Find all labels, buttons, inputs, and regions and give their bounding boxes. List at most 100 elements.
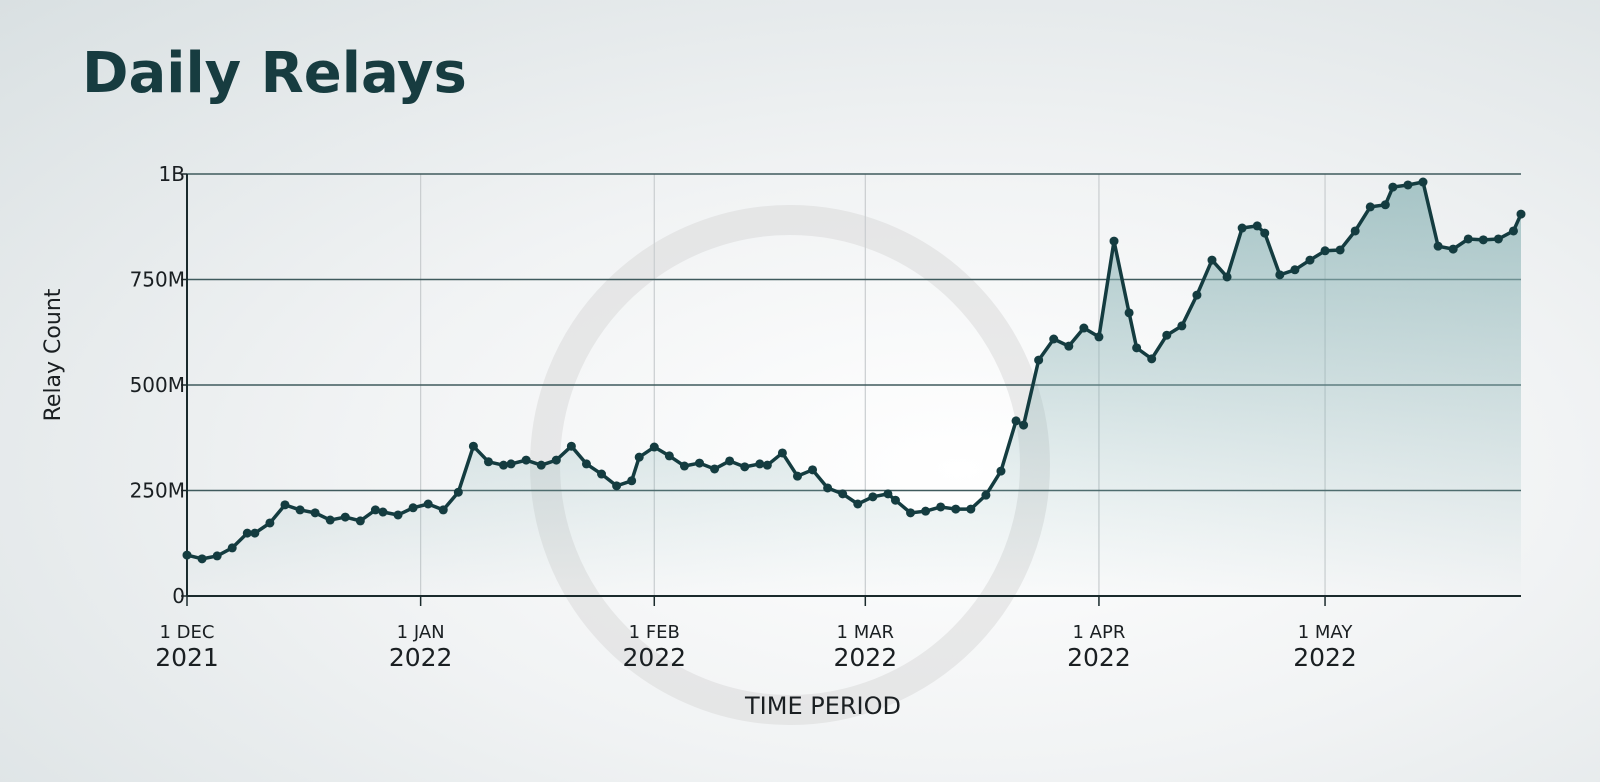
x-tick-label: 1 JAN 2022 [389, 622, 453, 672]
point [340, 512, 350, 522]
chart-title: Daily Relays [82, 41, 467, 106]
x-tick-label: 1 APR 2022 [1067, 622, 1131, 672]
point [1109, 236, 1119, 246]
y-tick-label: 1B [159, 162, 185, 186]
point [1064, 341, 1074, 351]
point [423, 499, 433, 509]
point [551, 455, 561, 465]
point [1290, 265, 1300, 275]
y-tick-label: 500M [130, 373, 185, 397]
point [1433, 241, 1443, 251]
x-tick-label: 1 MAR 2022 [833, 622, 897, 672]
point [1011, 416, 1021, 426]
point [1260, 228, 1270, 238]
x-tick-label: 1 MAY 2022 [1293, 622, 1357, 672]
x-tick-label: 1 FEB 2022 [622, 622, 686, 672]
point [1132, 343, 1142, 353]
point [521, 455, 531, 465]
point [649, 442, 659, 452]
point [1350, 226, 1360, 236]
point [468, 441, 478, 451]
point [408, 503, 418, 513]
y-tick-label: 250M [130, 479, 185, 503]
point [868, 492, 878, 502]
point [1034, 355, 1044, 365]
point [310, 508, 320, 518]
point [1403, 180, 1413, 190]
point [280, 500, 290, 510]
point [1162, 330, 1172, 340]
x-tick-label: 1 DEC 2021 [155, 622, 219, 672]
point [906, 508, 916, 518]
point [1252, 221, 1262, 231]
point [1019, 420, 1029, 430]
point [777, 448, 787, 458]
point [250, 528, 260, 538]
point [1222, 272, 1232, 282]
point [710, 464, 720, 474]
point [792, 471, 802, 481]
point [740, 462, 750, 472]
point [325, 515, 335, 525]
point [438, 505, 448, 515]
point [627, 476, 637, 486]
point [227, 543, 237, 553]
point [566, 441, 576, 451]
point [536, 460, 546, 470]
point [1147, 354, 1157, 364]
point [1380, 200, 1390, 210]
y-tick-label: 750M [130, 268, 185, 292]
point [295, 505, 305, 515]
point [679, 461, 689, 471]
point [378, 507, 388, 517]
point [453, 487, 463, 497]
point [1365, 202, 1375, 212]
point [921, 506, 931, 516]
point [1418, 177, 1428, 187]
point [1207, 255, 1217, 265]
point [1463, 234, 1473, 244]
point [1493, 234, 1503, 244]
point [197, 554, 207, 564]
point [808, 465, 818, 475]
point [664, 451, 674, 461]
point [1516, 209, 1526, 219]
point [966, 504, 976, 514]
point [1177, 321, 1187, 331]
point [581, 459, 591, 469]
x-axis-label: TIME PERIOD [744, 692, 901, 720]
point [981, 490, 991, 500]
point [355, 516, 365, 526]
point [634, 452, 644, 462]
point [212, 551, 222, 561]
point [1478, 235, 1488, 245]
point [951, 504, 961, 514]
point [936, 502, 946, 512]
point [1305, 255, 1315, 265]
point [612, 481, 622, 491]
y-axis-label: Relay Count [41, 288, 66, 421]
y-tick-label: 0 [172, 584, 185, 608]
point [838, 489, 848, 499]
point [483, 457, 493, 467]
area [187, 182, 1521, 596]
point [755, 459, 765, 469]
point [1049, 334, 1059, 344]
point [1237, 223, 1247, 233]
point [1448, 244, 1458, 254]
point [499, 460, 509, 470]
point [1320, 246, 1330, 256]
point [1079, 323, 1089, 333]
point [506, 459, 516, 469]
point [694, 458, 704, 468]
point [1094, 332, 1104, 342]
point [1388, 182, 1398, 192]
point [1508, 226, 1518, 236]
point [823, 483, 833, 493]
point [883, 489, 893, 499]
point [853, 499, 863, 509]
point [182, 550, 192, 560]
point [597, 469, 607, 479]
